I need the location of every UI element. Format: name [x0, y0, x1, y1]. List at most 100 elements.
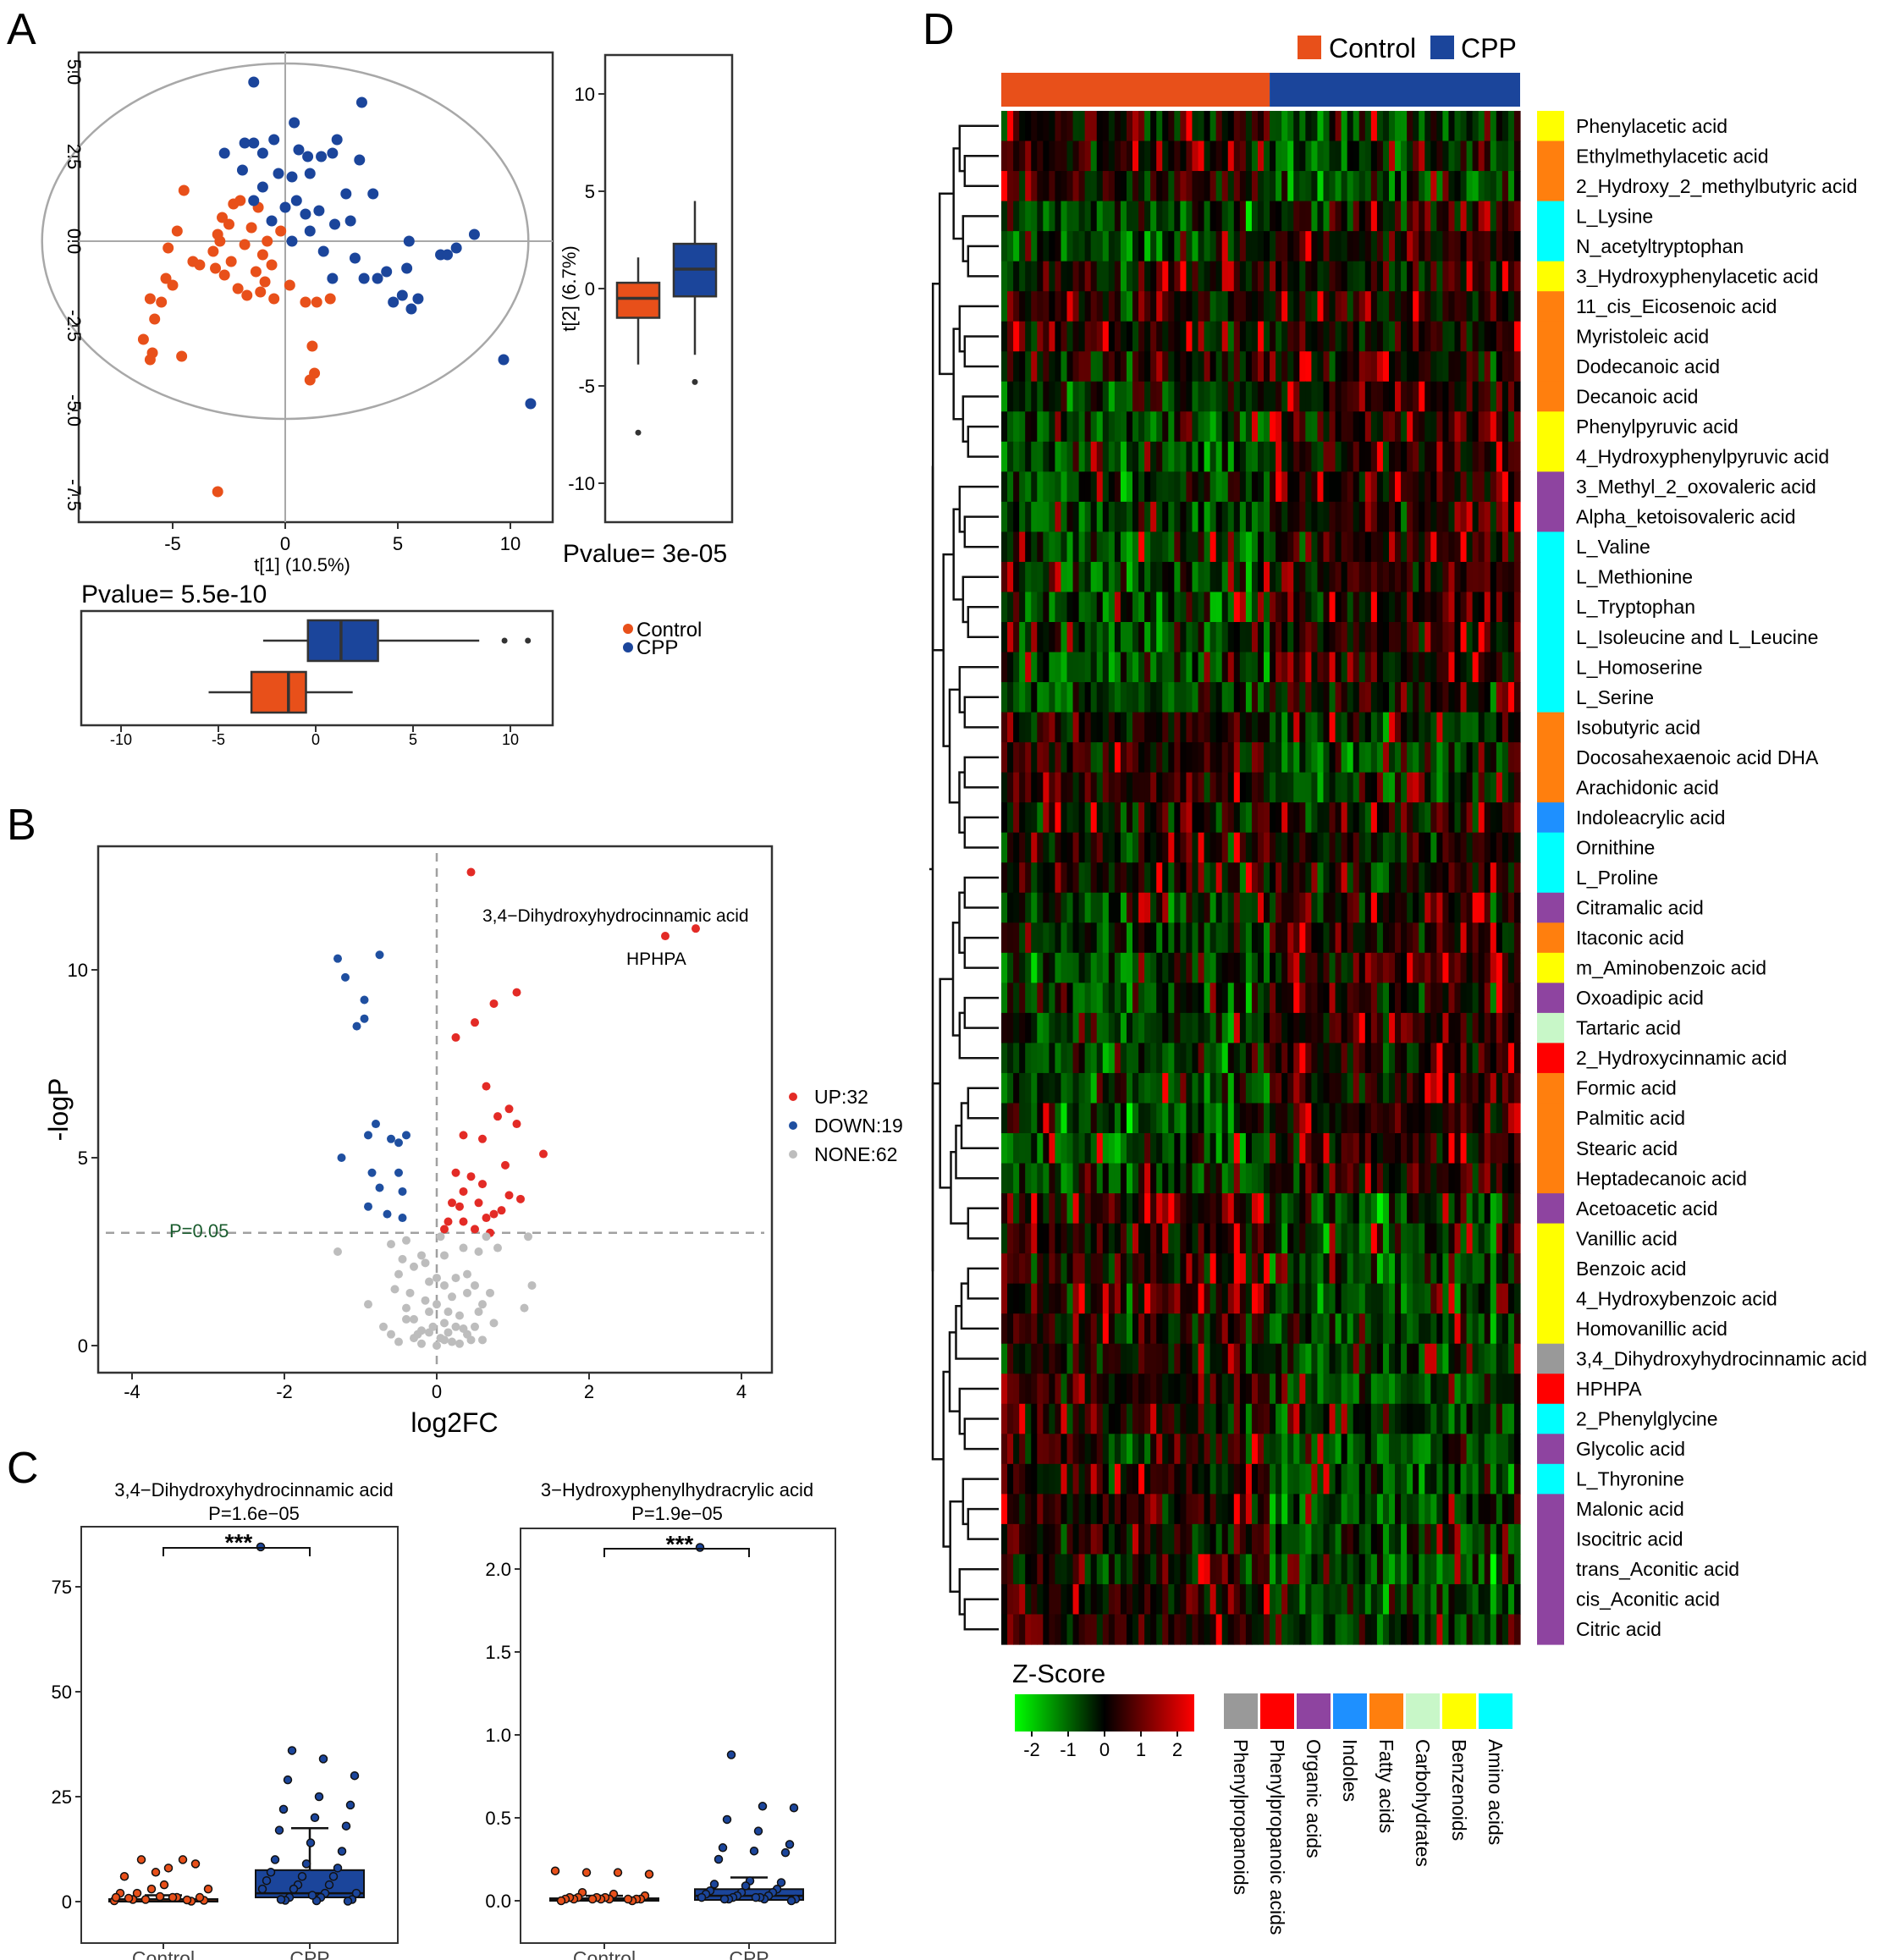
- heatmap-cell: [1287, 351, 1294, 383]
- heatmap-cell: [1204, 712, 1211, 743]
- heatmap-cell: [1049, 1043, 1056, 1074]
- heatmap-cell: [1478, 1434, 1485, 1465]
- heatmap-cell: [1102, 411, 1110, 443]
- heatmap-cell: [1066, 411, 1074, 443]
- heatmap-cell: [1311, 201, 1319, 232]
- heatmap-cell: [1001, 892, 1008, 923]
- panel-b-point-up: [478, 1180, 487, 1189]
- heatmap-cell: [1329, 742, 1336, 774]
- heatmap-cell: [1401, 592, 1408, 623]
- heatmap-cell: [1156, 1554, 1163, 1585]
- heatmap-cell: [1001, 802, 1008, 834]
- heatmap-cell: [1281, 1554, 1288, 1585]
- heatmap-cell: [1227, 1523, 1235, 1555]
- heatmap-cell: [1227, 441, 1235, 472]
- heatmap-cell: [1221, 1012, 1229, 1044]
- heatmap-cell: [1180, 201, 1187, 232]
- heatmap-cell: [1460, 1494, 1468, 1525]
- heatmap-cell: [1174, 171, 1181, 202]
- heatmap-cell: [1388, 1403, 1396, 1434]
- panel-a-right-ylabel: t[2] (6.7%): [559, 245, 580, 331]
- heatmap-cell: [1245, 802, 1253, 834]
- panel-a-point-cpp: [289, 117, 300, 129]
- heatmap-cell: [1317, 231, 1325, 262]
- heatmap-cell: [1358, 952, 1366, 983]
- heatmap-cell: [1049, 531, 1056, 563]
- heatmap-cell: [1293, 682, 1300, 713]
- heatmap-cell: [1257, 381, 1265, 412]
- heatmap-cell: [1341, 441, 1348, 472]
- panel-a-point-cpp: [442, 249, 454, 261]
- heatmap-cell: [1102, 441, 1110, 472]
- heatmap-cell: [1186, 441, 1193, 472]
- heatmap-cell: [1448, 561, 1456, 593]
- heatmap-dendrogram-branch: [963, 1598, 999, 1631]
- heatmap-cell: [1007, 471, 1014, 503]
- heatmap-cell: [1126, 1583, 1133, 1616]
- heatmap-cell: [1299, 1163, 1306, 1194]
- heatmap-cell: [1215, 1523, 1223, 1555]
- heatmap-cell: [1335, 201, 1342, 232]
- heatmap-dendrogram-branch: [938, 192, 954, 376]
- heatmap-cell: [1490, 1434, 1497, 1465]
- heatmap-cell: [1180, 742, 1187, 774]
- heatmap-cell: [1454, 1523, 1462, 1555]
- heatmap-cell: [1251, 140, 1259, 172]
- heatmap-cell: [1084, 1494, 1092, 1525]
- heatmap-cell: [1513, 772, 1521, 803]
- panel-a-right-pvalue: Pvalue= 3e-05: [563, 540, 727, 568]
- heatmap-cell: [1162, 321, 1169, 352]
- heatmap-cell: [1454, 772, 1462, 803]
- heatmap-cell: [1264, 1253, 1270, 1285]
- heatmap-cell: [1102, 231, 1110, 262]
- heatmap-cell: [1192, 742, 1199, 774]
- heatmap-cell: [1448, 952, 1456, 983]
- heatmap-cell: [1162, 231, 1169, 262]
- heatmap-cell: [1466, 622, 1474, 653]
- heatmap-cell: [1061, 561, 1068, 593]
- heatmap-cell: [1037, 592, 1044, 623]
- heatmap-cell: [1358, 1583, 1366, 1616]
- heatmap-cell: [1436, 201, 1444, 232]
- heatmap-cell: [1454, 531, 1462, 563]
- heatmap-cell: [1347, 712, 1354, 743]
- heatmap-cell: [1293, 1072, 1300, 1104]
- heatmap-cell: [1055, 892, 1062, 923]
- heatmap-cell: [1114, 561, 1121, 593]
- heatmap-cell: [1287, 1374, 1294, 1405]
- heatmap-cell: [1442, 1403, 1450, 1434]
- heatmap-cell: [1502, 381, 1509, 412]
- heatmap-cell: [1335, 742, 1342, 774]
- heatmap-cell: [1204, 1583, 1211, 1616]
- heatmap-cell: [1138, 1343, 1145, 1374]
- heatmap-cell: [1126, 652, 1133, 683]
- heatmap-cell: [1442, 1133, 1450, 1164]
- heatmap-cell: [1001, 862, 1008, 894]
- heatmap-cell: [1448, 1614, 1456, 1645]
- heatmap-cell: [1341, 501, 1348, 533]
- heatmap-cell: [1019, 1193, 1026, 1225]
- heatmap-cell: [1413, 411, 1419, 443]
- heatmap-cell: [1239, 922, 1247, 954]
- heatmap-cell: [1513, 952, 1521, 983]
- heatmap-cell: [1424, 1133, 1431, 1164]
- heatmap-cell: [1287, 1012, 1294, 1044]
- heatmap-cell: [1144, 1523, 1151, 1555]
- panel-b-point-none: [410, 1314, 418, 1324]
- panel-b-point-none: [405, 1288, 415, 1297]
- heatmap-cell: [1264, 892, 1270, 923]
- heatmap-cell: [1251, 922, 1259, 954]
- panel-b-point-up: [466, 1172, 476, 1181]
- heatmap-cell: [1198, 1463, 1205, 1495]
- heatmap-cell: [1233, 1103, 1241, 1134]
- heatmap-cell: [1419, 712, 1425, 743]
- heatmap-cell: [1448, 772, 1456, 803]
- heatmap-cell: [1454, 652, 1462, 683]
- heatmap-cell: [1114, 682, 1121, 713]
- heatmap-cell: [1490, 1283, 1497, 1314]
- heatmap-cell: [1162, 381, 1169, 412]
- heatmap-cell: [1311, 231, 1319, 262]
- heatmap-cell: [1335, 1223, 1342, 1254]
- heatmap-cell: [1376, 351, 1384, 383]
- heatmap-cell: [1299, 1253, 1306, 1285]
